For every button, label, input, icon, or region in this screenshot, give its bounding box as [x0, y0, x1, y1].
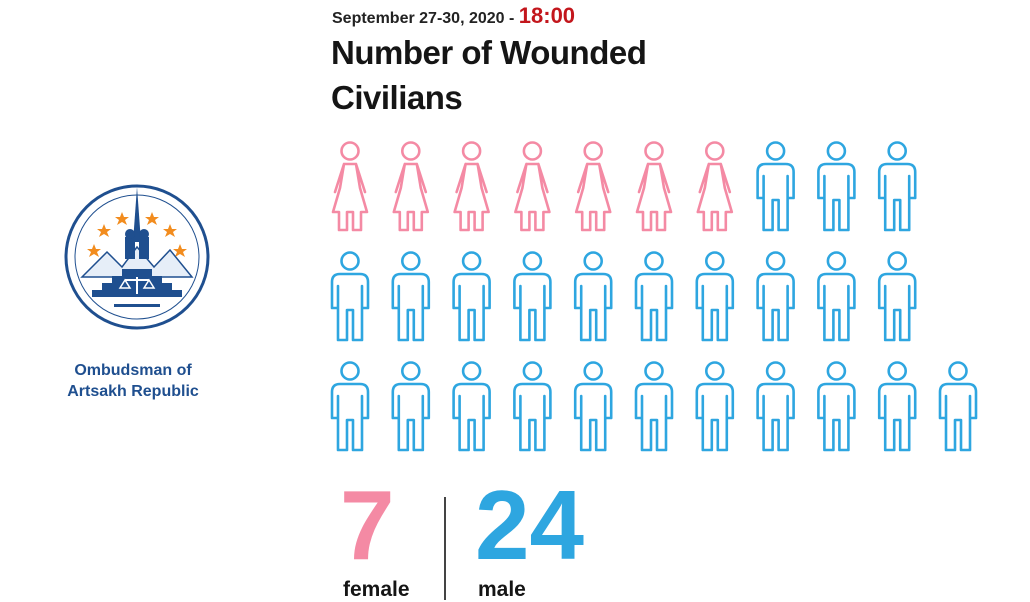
ombudsman-emblem-icon	[64, 184, 210, 330]
male-person-icon	[573, 251, 613, 342]
male-person-icon	[938, 361, 978, 452]
male-person-icon	[817, 141, 856, 232]
male-count: 24	[475, 470, 585, 580]
male-person-icon	[330, 361, 370, 452]
summary-divider	[444, 497, 446, 600]
female-person-icon	[574, 141, 612, 232]
organization-name-line2: Artsakh Republic	[67, 383, 199, 400]
male-person-icon	[756, 361, 795, 452]
female-count: 7	[340, 470, 395, 580]
male-person-icon	[634, 251, 674, 342]
male-person-icon	[695, 251, 735, 342]
pictogram-chart	[330, 141, 978, 452]
male-person-icon	[452, 251, 491, 342]
female-person-icon	[331, 141, 369, 232]
female-person-icon	[635, 141, 673, 232]
male-person-icon	[695, 361, 735, 452]
male-label: male	[478, 578, 526, 601]
male-person-icon	[877, 141, 917, 232]
time-text: 18:00	[518, 3, 576, 28]
male-person-icon	[817, 361, 856, 452]
male-person-icon	[877, 251, 917, 342]
female-person-icon	[696, 141, 734, 232]
male-person-icon	[330, 251, 370, 342]
male-person-icon	[452, 361, 491, 452]
organization-name-line1: Ombudsman of	[74, 362, 192, 379]
male-person-icon	[573, 361, 613, 452]
male-person-icon	[756, 141, 795, 232]
male-person-icon	[817, 251, 856, 342]
female-label: female	[343, 578, 410, 601]
male-person-icon	[877, 361, 917, 452]
chart-title: Number of Wounded Civilians	[331, 34, 647, 116]
female-person-icon	[453, 141, 490, 232]
date-line: September 27-30, 2020 - 18:00	[332, 3, 575, 29]
female-person-icon	[514, 141, 551, 232]
organization-name: Ombudsman of Artsakh Republic	[40, 360, 226, 402]
male-person-icon	[391, 361, 431, 452]
male-person-icon	[513, 251, 552, 342]
male-person-icon	[756, 251, 795, 342]
male-person-icon	[634, 361, 674, 452]
date-text: September 27-30, 2020 -	[332, 10, 519, 27]
female-person-icon	[392, 141, 430, 232]
male-person-icon	[391, 251, 431, 342]
male-person-icon	[513, 361, 552, 452]
